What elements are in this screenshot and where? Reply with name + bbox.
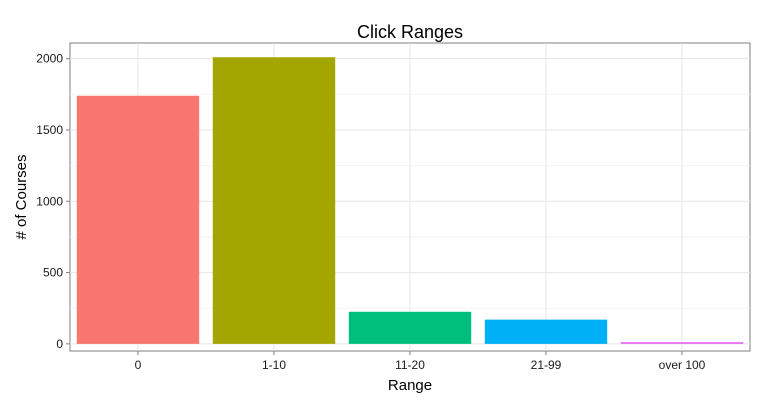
chart-title: Click Ranges [357, 22, 463, 42]
y-tick-label: 1500 [36, 123, 63, 137]
y-tick-label: 0 [56, 337, 63, 351]
y-tick-label: 1000 [36, 194, 63, 208]
x-tick-label: over 100 [659, 358, 706, 372]
x-tick-label: 0 [135, 358, 142, 372]
bar-over-100 [620, 342, 744, 344]
x-tick-label: 11-20 [395, 358, 425, 372]
bar-0 [76, 95, 200, 344]
bar-21-99 [484, 319, 608, 344]
x-tick-label: 1-10 [262, 358, 286, 372]
x-tick-label: 21-99 [531, 358, 562, 372]
y-axis-title: # of Courses [13, 154, 30, 239]
y-tick-label: 500 [43, 266, 63, 280]
x-axis-title: Range [388, 377, 432, 394]
bar-11-20 [348, 311, 472, 344]
bars [76, 57, 744, 344]
y-axis-ticks: 0 500 1000 1500 2000 [36, 52, 70, 351]
x-axis-ticks: 0 1-10 11-20 21-99 over 100 [135, 351, 706, 372]
y-tick-label: 2000 [36, 52, 63, 66]
bar-1-10 [212, 57, 336, 344]
